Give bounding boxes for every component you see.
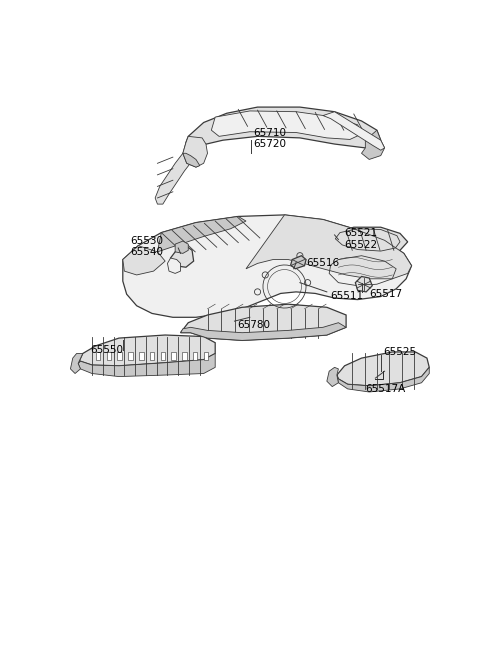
Polygon shape <box>171 352 176 360</box>
Polygon shape <box>186 107 381 148</box>
Text: 65516: 65516 <box>306 259 339 269</box>
Text: 65550: 65550 <box>90 345 123 356</box>
Text: 65720: 65720 <box>254 140 287 149</box>
Polygon shape <box>183 136 207 167</box>
Polygon shape <box>96 352 100 360</box>
Text: 65530: 65530 <box>131 236 164 246</box>
Polygon shape <box>361 130 384 159</box>
Text: 65511: 65511 <box>331 291 364 301</box>
Polygon shape <box>337 367 429 392</box>
Polygon shape <box>107 352 111 360</box>
Polygon shape <box>180 304 346 341</box>
Polygon shape <box>71 354 83 373</box>
Polygon shape <box>139 352 144 360</box>
Polygon shape <box>118 352 122 360</box>
Text: 65525: 65525 <box>383 347 416 357</box>
Polygon shape <box>128 352 133 360</box>
Polygon shape <box>291 255 306 269</box>
Text: 65521: 65521 <box>345 228 378 238</box>
Polygon shape <box>157 216 246 252</box>
Text: 65780: 65780 <box>237 320 270 330</box>
Polygon shape <box>168 258 180 273</box>
Polygon shape <box>160 352 165 360</box>
Text: 65540: 65540 <box>131 247 164 257</box>
Polygon shape <box>329 227 408 253</box>
Polygon shape <box>327 367 338 386</box>
Polygon shape <box>78 354 215 377</box>
Polygon shape <box>180 323 346 341</box>
Polygon shape <box>182 352 187 360</box>
Text: 65710: 65710 <box>254 128 287 138</box>
Polygon shape <box>155 143 200 204</box>
Polygon shape <box>170 246 193 267</box>
Polygon shape <box>123 246 165 275</box>
Polygon shape <box>246 215 411 279</box>
Text: 65517: 65517 <box>369 290 402 299</box>
Polygon shape <box>323 112 384 150</box>
Polygon shape <box>193 352 197 360</box>
Polygon shape <box>337 352 429 386</box>
Text: 65517A: 65517A <box>365 384 406 394</box>
Polygon shape <box>78 335 215 365</box>
Polygon shape <box>175 241 188 253</box>
Polygon shape <box>123 215 411 317</box>
Polygon shape <box>150 352 155 360</box>
Polygon shape <box>204 352 208 360</box>
Text: 65522: 65522 <box>345 240 378 250</box>
Polygon shape <box>355 276 372 292</box>
Polygon shape <box>183 153 200 167</box>
Polygon shape <box>211 111 361 140</box>
